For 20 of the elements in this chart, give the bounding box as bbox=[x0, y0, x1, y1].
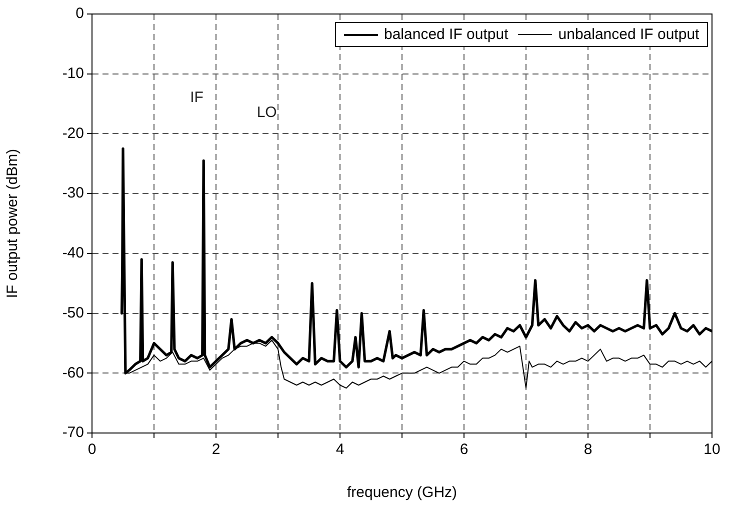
y-tick-label: -10 bbox=[62, 65, 84, 82]
x-tick-label: 2 bbox=[212, 441, 220, 458]
y-tick-label: -30 bbox=[62, 184, 84, 202]
x-tick-label: 0 bbox=[88, 441, 96, 458]
x-tick-label: 10 bbox=[704, 441, 720, 458]
y-tick-label: -20 bbox=[62, 124, 84, 142]
y-tick-label: -50 bbox=[62, 304, 84, 322]
annotation: LO bbox=[256, 104, 277, 122]
x-axis-title: frequency (GHz) bbox=[346, 484, 458, 502]
x-tick-label: 8 bbox=[584, 441, 592, 458]
y-tick-label: -40 bbox=[62, 244, 84, 262]
y-axis-title: IF output power (dBm) bbox=[4, 148, 22, 298]
y-tick-label: -60 bbox=[62, 364, 84, 382]
annotation: IF bbox=[190, 88, 204, 106]
legend-label: balanced IF output bbox=[384, 26, 508, 43]
y-tick-label: 0 bbox=[76, 5, 84, 22]
y-tick-label: -70 bbox=[62, 424, 84, 442]
x-tick-label: 6 bbox=[460, 441, 468, 458]
x-tick-label: 4 bbox=[336, 441, 344, 458]
legend-label: unbalanced IF output bbox=[558, 26, 700, 43]
